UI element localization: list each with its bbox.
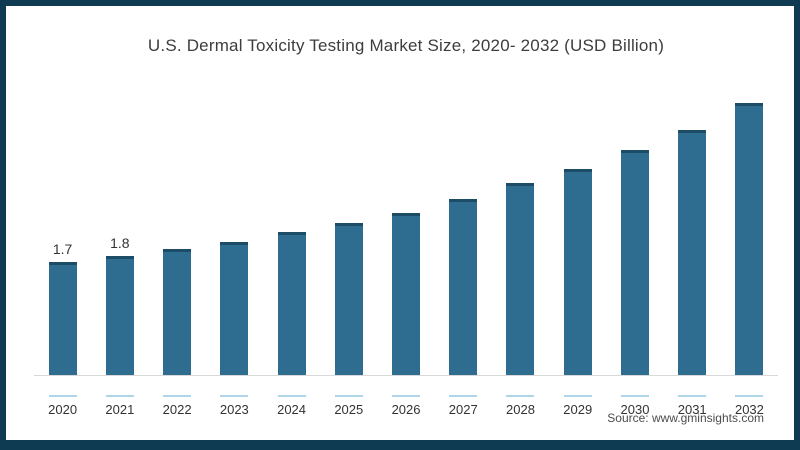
x-axis-cell: 2020 — [34, 395, 91, 417]
bar-column: 1.8 — [91, 235, 148, 375]
x-axis-label: 2026 — [391, 402, 421, 417]
axis-tick — [678, 395, 707, 397]
bar-column — [492, 183, 549, 375]
bar-column: 1.7 — [34, 241, 91, 375]
x-axis-cell: 2030 — [606, 395, 663, 417]
bar-column — [377, 213, 434, 375]
axis-tick — [334, 395, 363, 397]
bar-column — [606, 150, 663, 375]
axis-tick — [449, 395, 478, 397]
bar-column — [320, 223, 377, 375]
bar-value-label: 1.8 — [110, 235, 130, 251]
bar — [678, 130, 707, 375]
bar — [105, 256, 134, 375]
bar — [620, 150, 649, 375]
bar — [506, 183, 535, 375]
bar — [392, 213, 421, 375]
x-axis-cell: 2029 — [549, 395, 606, 417]
bar-value-label: 1.7 — [52, 241, 73, 257]
axis-tick — [220, 395, 249, 397]
x-axis-cell: 2021 — [91, 395, 148, 417]
bar-column — [148, 249, 205, 375]
chart-title: U.S. Dermal Toxicity Testing Market Size… — [147, 36, 665, 55]
bar-column — [549, 169, 606, 375]
bar — [449, 199, 478, 375]
x-axis: 2020 2021 2022 2023 2024 2025 2026 2027 2028 2029… — [34, 395, 778, 417]
bar-column — [721, 103, 778, 375]
bar — [48, 262, 77, 375]
x-axis-cell: 2024 — [263, 395, 320, 417]
axis-tick — [735, 395, 764, 397]
x-axis-cell: 2031 — [664, 395, 721, 417]
x-axis-cell: 2027 — [435, 395, 492, 417]
x-axis-label: 2020 — [48, 402, 78, 417]
x-axis-cell: 2032 — [721, 395, 778, 417]
x-axis-label: 2021 — [105, 402, 135, 417]
x-axis-cell: 2023 — [206, 395, 263, 417]
axis-tick — [620, 395, 649, 397]
bar-column — [263, 232, 320, 375]
bar — [563, 169, 592, 375]
axis-tick — [48, 395, 77, 397]
x-axis-label: 2030 — [620, 402, 650, 417]
x-axis-cell: 2025 — [320, 395, 377, 417]
bar-column — [435, 199, 492, 375]
bar — [163, 249, 192, 375]
x-axis-cell: 2028 — [492, 395, 549, 417]
x-axis-label: 2023 — [219, 402, 249, 417]
bar-column — [206, 242, 263, 375]
x-axis-label: 2022 — [162, 402, 192, 417]
x-axis-cell: 2026 — [377, 395, 434, 417]
x-axis-label: 2029 — [563, 402, 593, 417]
x-axis-label: 2031 — [677, 402, 707, 417]
axis-tick — [392, 395, 421, 397]
axis-tick — [105, 395, 134, 397]
bar — [277, 232, 306, 375]
axis-tick — [277, 395, 306, 397]
x-axis-label: 2032 — [734, 402, 764, 417]
bar-column — [664, 130, 721, 375]
axis-tick — [506, 395, 535, 397]
x-axis-label: 2027 — [448, 402, 478, 417]
x-axis-cell: 2022 — [148, 395, 205, 417]
axis-tick — [163, 395, 192, 397]
x-axis-label: 2025 — [334, 402, 364, 417]
axis-tick — [563, 395, 592, 397]
bar — [220, 242, 249, 375]
source-credit: Source: www.gminsights.com — [607, 411, 764, 425]
bar — [735, 103, 764, 375]
bar-chart: 1.7 1.8 — [34, 93, 778, 376]
x-axis-label: 2028 — [506, 402, 535, 417]
bar — [334, 223, 363, 375]
x-axis-label: 2024 — [277, 402, 307, 417]
